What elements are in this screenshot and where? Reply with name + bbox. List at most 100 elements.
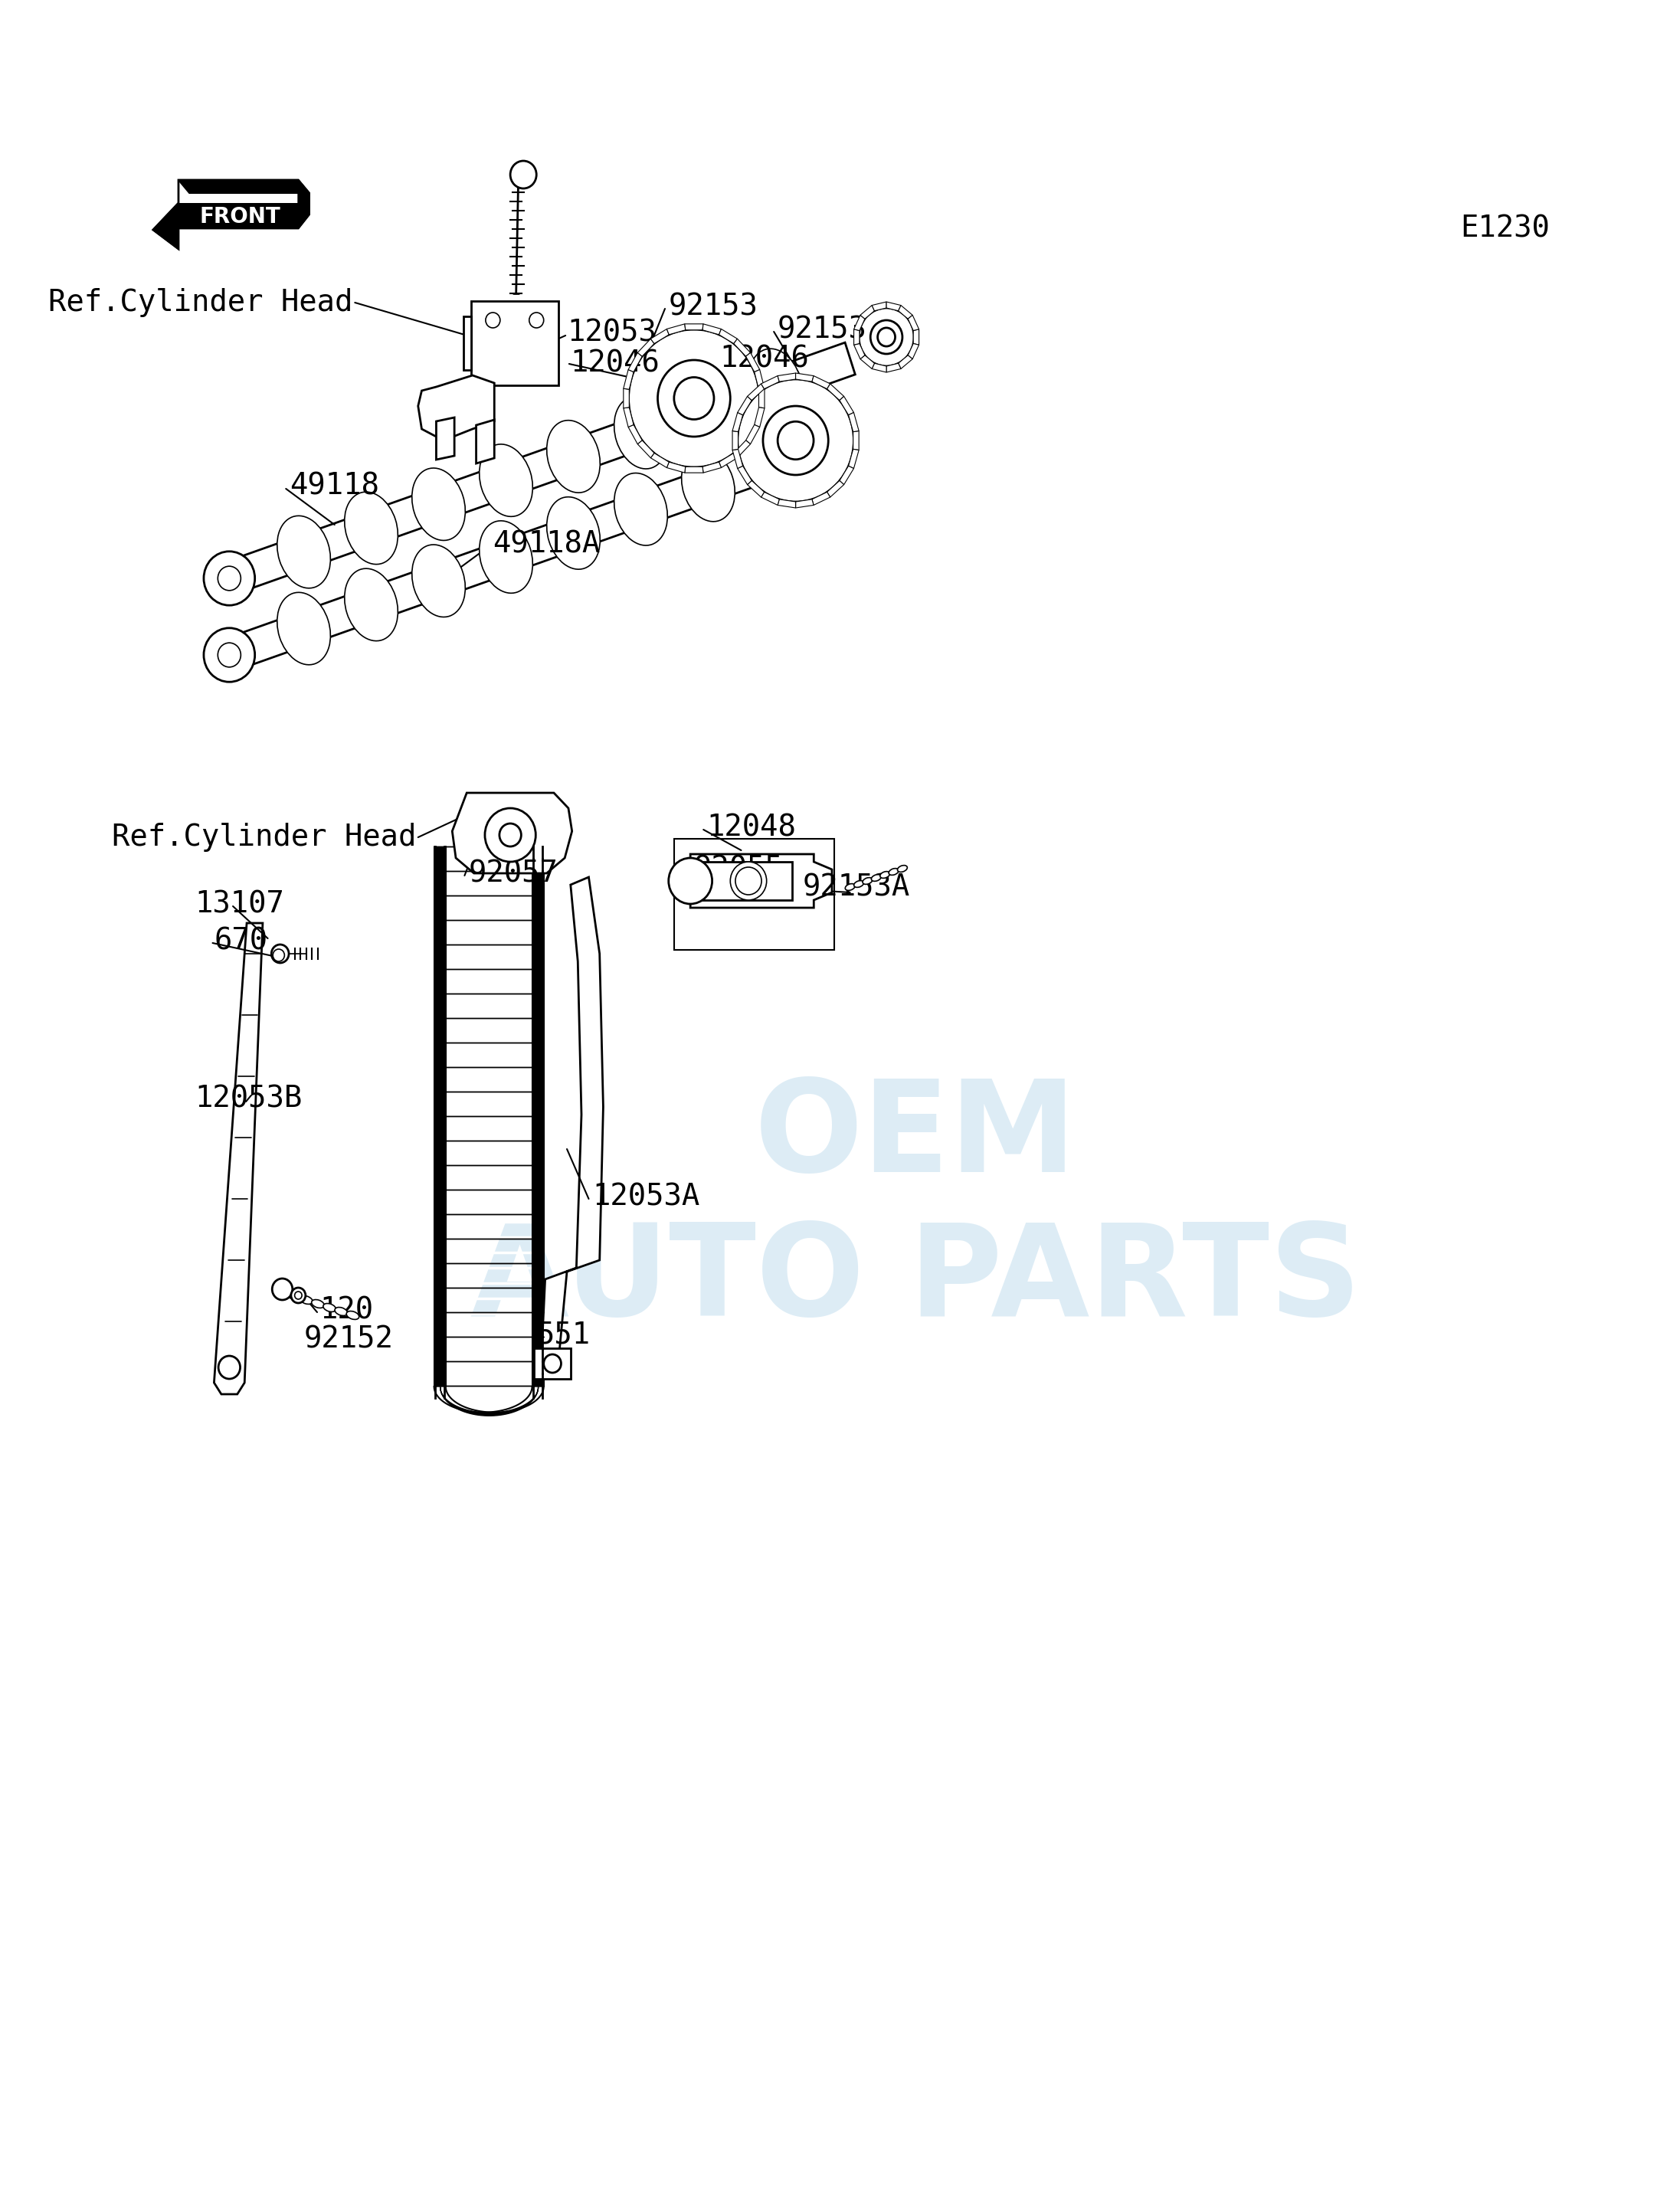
Polygon shape <box>796 499 813 508</box>
Polygon shape <box>748 384 764 400</box>
Polygon shape <box>623 389 630 409</box>
Ellipse shape <box>615 472 667 545</box>
Ellipse shape <box>845 883 855 890</box>
Ellipse shape <box>277 516 331 589</box>
Circle shape <box>291 1287 306 1303</box>
Circle shape <box>272 949 284 962</box>
Text: OEM
AUTO PARTS: OEM AUTO PARTS <box>470 1074 1361 1342</box>
Ellipse shape <box>546 497 600 569</box>
Ellipse shape <box>853 881 864 888</box>
Polygon shape <box>153 202 178 248</box>
Text: 670: 670 <box>213 927 267 956</box>
Polygon shape <box>872 301 887 310</box>
Circle shape <box>511 160 536 189</box>
Polygon shape <box>437 417 454 459</box>
Ellipse shape <box>682 373 734 446</box>
Text: 120: 120 <box>321 1296 373 1325</box>
Polygon shape <box>732 413 743 433</box>
Polygon shape <box>223 343 855 595</box>
Bar <box>674 839 835 949</box>
Polygon shape <box>778 373 796 382</box>
Ellipse shape <box>301 1296 312 1305</box>
Circle shape <box>218 1356 240 1380</box>
Polygon shape <box>840 395 853 415</box>
Polygon shape <box>690 855 832 907</box>
Ellipse shape <box>344 569 398 642</box>
Polygon shape <box>667 323 685 334</box>
Polygon shape <box>685 323 704 330</box>
Circle shape <box>529 312 544 327</box>
Ellipse shape <box>880 872 890 879</box>
Polygon shape <box>827 481 843 497</box>
Polygon shape <box>899 356 912 369</box>
Polygon shape <box>628 354 642 371</box>
Polygon shape <box>685 466 704 472</box>
Text: 92153A: 92153A <box>803 872 911 901</box>
Circle shape <box>628 330 759 468</box>
Polygon shape <box>887 301 900 310</box>
Ellipse shape <box>323 1303 336 1312</box>
Polygon shape <box>637 439 654 457</box>
Ellipse shape <box>749 349 803 422</box>
Polygon shape <box>754 369 764 389</box>
Ellipse shape <box>546 420 600 492</box>
Polygon shape <box>853 330 860 345</box>
Polygon shape <box>748 481 764 497</box>
Polygon shape <box>541 877 603 1356</box>
Polygon shape <box>223 420 855 670</box>
Polygon shape <box>754 406 764 426</box>
Polygon shape <box>738 395 751 415</box>
Polygon shape <box>732 431 738 450</box>
Polygon shape <box>719 330 738 343</box>
Circle shape <box>486 312 501 327</box>
Circle shape <box>736 868 761 894</box>
Ellipse shape <box>615 395 667 468</box>
Ellipse shape <box>289 1292 301 1301</box>
Text: 92152: 92152 <box>304 1325 393 1353</box>
Polygon shape <box>860 305 874 319</box>
Circle shape <box>272 945 289 962</box>
Text: 49118: 49118 <box>289 472 380 501</box>
Circle shape <box>486 808 536 861</box>
Polygon shape <box>719 453 738 468</box>
Circle shape <box>544 1353 561 1373</box>
Polygon shape <box>418 376 494 439</box>
Polygon shape <box>475 420 494 464</box>
Ellipse shape <box>479 444 533 516</box>
Circle shape <box>870 321 902 354</box>
Circle shape <box>294 1292 302 1298</box>
Ellipse shape <box>277 593 331 666</box>
Ellipse shape <box>344 492 398 565</box>
Circle shape <box>272 1279 292 1301</box>
Circle shape <box>763 406 828 475</box>
Circle shape <box>674 378 714 420</box>
Ellipse shape <box>889 868 899 874</box>
Polygon shape <box>914 330 919 345</box>
Ellipse shape <box>749 426 803 499</box>
Polygon shape <box>872 363 887 371</box>
Text: 12048: 12048 <box>706 813 796 841</box>
Polygon shape <box>887 363 900 371</box>
Polygon shape <box>178 202 299 228</box>
Text: 12053: 12053 <box>566 319 657 347</box>
Polygon shape <box>667 461 685 472</box>
Polygon shape <box>907 343 919 358</box>
Polygon shape <box>650 453 669 468</box>
Ellipse shape <box>897 866 907 872</box>
Circle shape <box>218 567 240 591</box>
Polygon shape <box>690 861 791 901</box>
Polygon shape <box>213 923 262 1395</box>
Polygon shape <box>650 330 669 343</box>
Polygon shape <box>299 180 309 228</box>
Ellipse shape <box>862 877 872 885</box>
Ellipse shape <box>311 1301 324 1307</box>
Bar <box>470 301 558 384</box>
Polygon shape <box>734 338 751 356</box>
Polygon shape <box>623 406 633 426</box>
Polygon shape <box>452 793 571 872</box>
Text: FRONT: FRONT <box>200 207 281 228</box>
Polygon shape <box>860 356 874 369</box>
Polygon shape <box>848 413 858 433</box>
Polygon shape <box>907 314 919 330</box>
Text: 12053B: 12053B <box>195 1085 302 1114</box>
